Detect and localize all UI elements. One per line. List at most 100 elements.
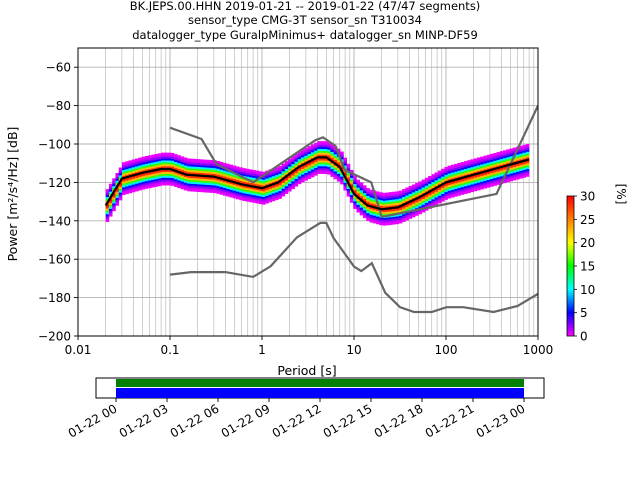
psd-cell	[486, 173, 491, 177]
psd-cell	[294, 180, 299, 183]
psd-cell	[369, 191, 374, 194]
psd-cell	[108, 199, 113, 202]
psd-cell	[323, 160, 328, 163]
psd-cell	[415, 200, 419, 203]
psd-cell	[193, 162, 198, 165]
psd-cell	[437, 193, 442, 196]
psd-cell	[206, 161, 211, 164]
psd-cell	[255, 191, 260, 194]
psd-cell	[196, 161, 201, 164]
psd-cell	[366, 191, 370, 195]
psd-cell	[190, 162, 194, 165]
psd-cell	[115, 174, 120, 177]
psd-cell	[483, 186, 488, 189]
psd-cell	[271, 185, 276, 188]
psd-cell	[457, 189, 461, 192]
psd-cell	[512, 170, 517, 173]
psd-cell	[522, 154, 527, 157]
psd-cell	[317, 154, 321, 157]
psd-cell	[359, 195, 364, 199]
psd-cell	[450, 191, 455, 194]
psd-cell	[376, 212, 380, 215]
psd-cell	[235, 185, 240, 188]
psd-cell	[297, 166, 302, 169]
psd-cell	[473, 177, 478, 180]
psd-cell	[506, 180, 510, 183]
psd-cell	[330, 169, 334, 172]
psd-cell	[252, 173, 256, 176]
psd-cell	[476, 157, 481, 160]
psd-cell	[431, 191, 435, 194]
psd-cell	[444, 191, 448, 195]
psd-cell	[359, 209, 364, 212]
psd-cell	[170, 158, 175, 161]
psd-cell	[519, 166, 523, 169]
psd-cell	[405, 187, 409, 190]
psd-cell	[376, 208, 380, 211]
psd-cell	[463, 163, 468, 166]
psd-cell	[157, 166, 162, 169]
psd-cell	[161, 164, 165, 167]
psd-cell	[275, 171, 279, 174]
psd-cell	[242, 187, 247, 190]
psd-cell	[389, 203, 393, 206]
psd-cell	[418, 204, 422, 207]
psd-cell	[483, 174, 488, 178]
psd-cell	[385, 209, 390, 212]
psd-cell	[275, 192, 279, 195]
psd-cell	[167, 158, 172, 161]
psd-cell	[121, 192, 126, 196]
psd-cell	[141, 170, 146, 173]
psd-cell	[131, 163, 136, 166]
psd-cell	[376, 191, 380, 194]
psd-cell	[476, 163, 481, 166]
psd-cell	[411, 207, 416, 210]
psd-cell	[226, 175, 230, 178]
psd-cell	[275, 186, 279, 189]
psd-cell	[411, 201, 416, 204]
psd-cell	[268, 186, 273, 189]
psd-cell	[372, 196, 377, 199]
psd-cell	[216, 187, 220, 191]
psd-cell	[235, 170, 240, 173]
psd-cell	[183, 171, 188, 174]
psd-cell	[323, 143, 328, 146]
psd-cell	[424, 189, 429, 192]
psd-plot: 0.01 0.1 1 10 100 1000−200−180−160−140−120−10…	[38, 47, 553, 357]
psd-cell	[314, 167, 318, 170]
psd-cell	[255, 174, 260, 177]
psd-cell	[389, 201, 393, 204]
psd-cell	[310, 144, 315, 147]
timeline-tick-label: 01-22 00	[66, 401, 120, 440]
psd-cell	[105, 194, 110, 197]
psd-cell	[476, 165, 481, 168]
psd-cell	[395, 222, 400, 225]
psd-cell	[148, 155, 152, 158]
psd-cell	[330, 163, 334, 166]
psd-cell	[268, 192, 273, 195]
psd-cell	[366, 207, 370, 210]
psd-cell	[503, 154, 507, 157]
psd-cell	[490, 153, 494, 156]
psd-cell	[193, 185, 198, 188]
psd-cell	[209, 173, 214, 176]
psd-cell	[294, 157, 299, 160]
psd-cell	[473, 171, 478, 174]
psd-cell	[222, 183, 227, 187]
psd-cell	[336, 148, 341, 151]
psd-cell	[154, 178, 159, 182]
psd-cell	[421, 210, 426, 213]
psd-cell	[366, 213, 370, 216]
psd-cell	[275, 194, 279, 197]
psd-cell	[437, 195, 442, 198]
psd-cell	[512, 176, 517, 179]
psd-cell	[177, 180, 181, 183]
psd-cell	[444, 193, 448, 196]
psd-cell	[392, 222, 396, 225]
psd-cell	[323, 164, 328, 167]
psd-cell	[271, 199, 276, 202]
psd-cell	[450, 193, 455, 196]
psd-cell	[499, 158, 504, 161]
psd-cell	[353, 201, 357, 204]
psd-cell	[457, 166, 461, 169]
